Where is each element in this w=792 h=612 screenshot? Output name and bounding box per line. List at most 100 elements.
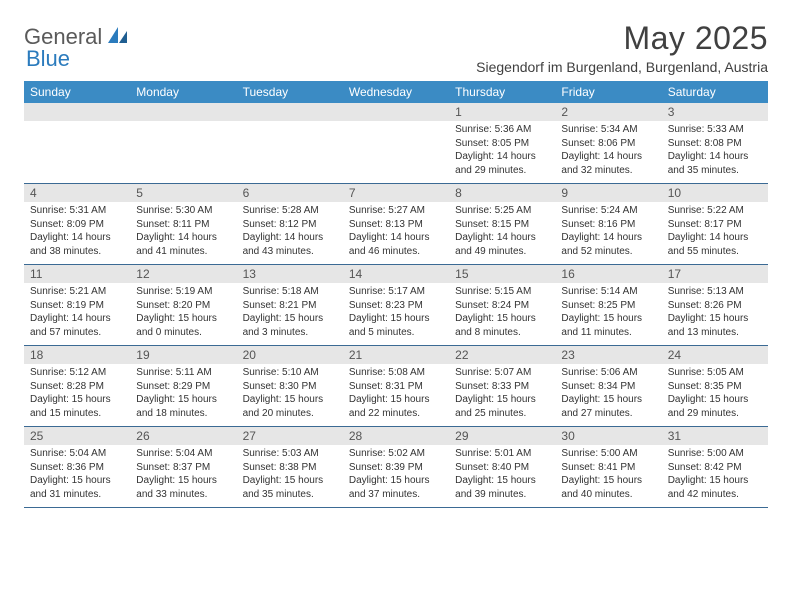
sunrise-text: Sunrise: 5:02 AM (349, 447, 443, 461)
daylight1-text: Daylight: 15 hours (136, 393, 230, 407)
daylight2-text: and 37 minutes. (349, 488, 443, 502)
sunrise-text: Sunrise: 5:34 AM (561, 123, 655, 137)
day-number: 8 (449, 184, 555, 202)
sunrise-text: Sunrise: 5:07 AM (455, 366, 549, 380)
sunset-text: Sunset: 8:39 PM (349, 461, 443, 475)
daylight2-text: and 22 minutes. (349, 407, 443, 421)
logo-sail-icon (107, 25, 129, 50)
sunrise-text: Sunrise: 5:18 AM (243, 285, 337, 299)
day-number: 26 (130, 427, 236, 445)
sunrise-text: Sunrise: 5:14 AM (561, 285, 655, 299)
day-number: 7 (343, 184, 449, 202)
sunrise-text: Sunrise: 5:00 AM (668, 447, 762, 461)
day-number: 1 (449, 103, 555, 121)
daylight1-text: Daylight: 15 hours (561, 393, 655, 407)
calendar-grid: Sunday Monday Tuesday Wednesday Thursday… (24, 81, 768, 508)
sunrise-text: Sunrise: 5:27 AM (349, 204, 443, 218)
daylight1-text: Daylight: 14 hours (30, 312, 124, 326)
daylight2-text: and 5 minutes. (349, 326, 443, 340)
sunset-text: Sunset: 8:12 PM (243, 218, 337, 232)
day-cell: Sunrise: 5:12 AMSunset: 8:28 PMDaylight:… (24, 364, 130, 426)
daylight2-text: and 39 minutes. (455, 488, 549, 502)
sunset-text: Sunset: 8:28 PM (30, 380, 124, 394)
sunset-text: Sunset: 8:41 PM (561, 461, 655, 475)
day-number: 5 (130, 184, 236, 202)
sunset-text: Sunset: 8:29 PM (136, 380, 230, 394)
daylight1-text: Daylight: 15 hours (455, 393, 549, 407)
sunrise-text: Sunrise: 5:33 AM (668, 123, 762, 137)
day-number: 30 (555, 427, 661, 445)
day-cell: Sunrise: 5:04 AMSunset: 8:37 PMDaylight:… (130, 445, 236, 507)
daylight1-text: Daylight: 15 hours (561, 474, 655, 488)
sunset-text: Sunset: 8:19 PM (30, 299, 124, 313)
day-number: 3 (662, 103, 768, 121)
day-cell: Sunrise: 5:33 AMSunset: 8:08 PMDaylight:… (662, 121, 768, 183)
daylight2-text: and 11 minutes. (561, 326, 655, 340)
day-number: 25 (24, 427, 130, 445)
day-cell: Sunrise: 5:36 AMSunset: 8:05 PMDaylight:… (449, 121, 555, 183)
sunrise-text: Sunrise: 5:19 AM (136, 285, 230, 299)
day-cell (130, 121, 236, 183)
daynum-row: 45678910 (24, 184, 768, 202)
sunset-text: Sunset: 8:34 PM (561, 380, 655, 394)
day-number: 21 (343, 346, 449, 364)
day-cell (237, 121, 343, 183)
sunrise-text: Sunrise: 5:21 AM (30, 285, 124, 299)
day-number: 19 (130, 346, 236, 364)
day-cell: Sunrise: 5:24 AMSunset: 8:16 PMDaylight:… (555, 202, 661, 264)
day-number: 22 (449, 346, 555, 364)
daylight2-text: and 29 minutes. (668, 407, 762, 421)
day-number: 29 (449, 427, 555, 445)
sunset-text: Sunset: 8:30 PM (243, 380, 337, 394)
logo-text-blue: Blue (26, 46, 70, 71)
sunrise-text: Sunrise: 5:05 AM (668, 366, 762, 380)
week-body-row: Sunrise: 5:36 AMSunset: 8:05 PMDaylight:… (24, 121, 768, 184)
sunset-text: Sunset: 8:23 PM (349, 299, 443, 313)
day-cell: Sunrise: 5:06 AMSunset: 8:34 PMDaylight:… (555, 364, 661, 426)
daylight1-text: Daylight: 14 hours (668, 231, 762, 245)
day-number: 4 (24, 184, 130, 202)
sunset-text: Sunset: 8:15 PM (455, 218, 549, 232)
sunrise-text: Sunrise: 5:28 AM (243, 204, 337, 218)
sunset-text: Sunset: 8:16 PM (561, 218, 655, 232)
daylight2-text: and 3 minutes. (243, 326, 337, 340)
sunset-text: Sunset: 8:36 PM (30, 461, 124, 475)
daylight2-text: and 55 minutes. (668, 245, 762, 259)
sunset-text: Sunset: 8:33 PM (455, 380, 549, 394)
day-cell: Sunrise: 5:00 AMSunset: 8:41 PMDaylight:… (555, 445, 661, 507)
sunset-text: Sunset: 8:40 PM (455, 461, 549, 475)
weekday-thu: Thursday (449, 81, 555, 103)
daylight1-text: Daylight: 15 hours (668, 312, 762, 326)
sunrise-text: Sunrise: 5:06 AM (561, 366, 655, 380)
day-cell: Sunrise: 5:34 AMSunset: 8:06 PMDaylight:… (555, 121, 661, 183)
day-cell: Sunrise: 5:05 AMSunset: 8:35 PMDaylight:… (662, 364, 768, 426)
daylight1-text: Daylight: 15 hours (243, 312, 337, 326)
sunrise-text: Sunrise: 5:13 AM (668, 285, 762, 299)
day-number: 28 (343, 427, 449, 445)
day-cell: Sunrise: 5:11 AMSunset: 8:29 PMDaylight:… (130, 364, 236, 426)
sunset-text: Sunset: 8:05 PM (455, 137, 549, 151)
daylight2-text: and 35 minutes. (668, 164, 762, 178)
day-number: 18 (24, 346, 130, 364)
sunrise-text: Sunrise: 5:03 AM (243, 447, 337, 461)
day-number: 15 (449, 265, 555, 283)
day-number: 16 (555, 265, 661, 283)
day-number: 31 (662, 427, 768, 445)
daylight2-text: and 32 minutes. (561, 164, 655, 178)
daylight2-text: and 46 minutes. (349, 245, 443, 259)
day-number: 20 (237, 346, 343, 364)
day-cell: Sunrise: 5:19 AMSunset: 8:20 PMDaylight:… (130, 283, 236, 345)
sunset-text: Sunset: 8:08 PM (668, 137, 762, 151)
day-number: 17 (662, 265, 768, 283)
daylight2-text: and 29 minutes. (455, 164, 549, 178)
sunrise-text: Sunrise: 5:31 AM (30, 204, 124, 218)
daynum-row: 11121314151617 (24, 265, 768, 283)
daylight2-text: and 13 minutes. (668, 326, 762, 340)
sunrise-text: Sunrise: 5:11 AM (136, 366, 230, 380)
calendar-page: General May 2025 Siegendorf im Burgenlan… (0, 0, 792, 520)
weekday-sat: Saturday (662, 81, 768, 103)
sunset-text: Sunset: 8:31 PM (349, 380, 443, 394)
daylight2-text: and 15 minutes. (30, 407, 124, 421)
daylight1-text: Daylight: 14 hours (349, 231, 443, 245)
daylight1-text: Daylight: 15 hours (136, 474, 230, 488)
